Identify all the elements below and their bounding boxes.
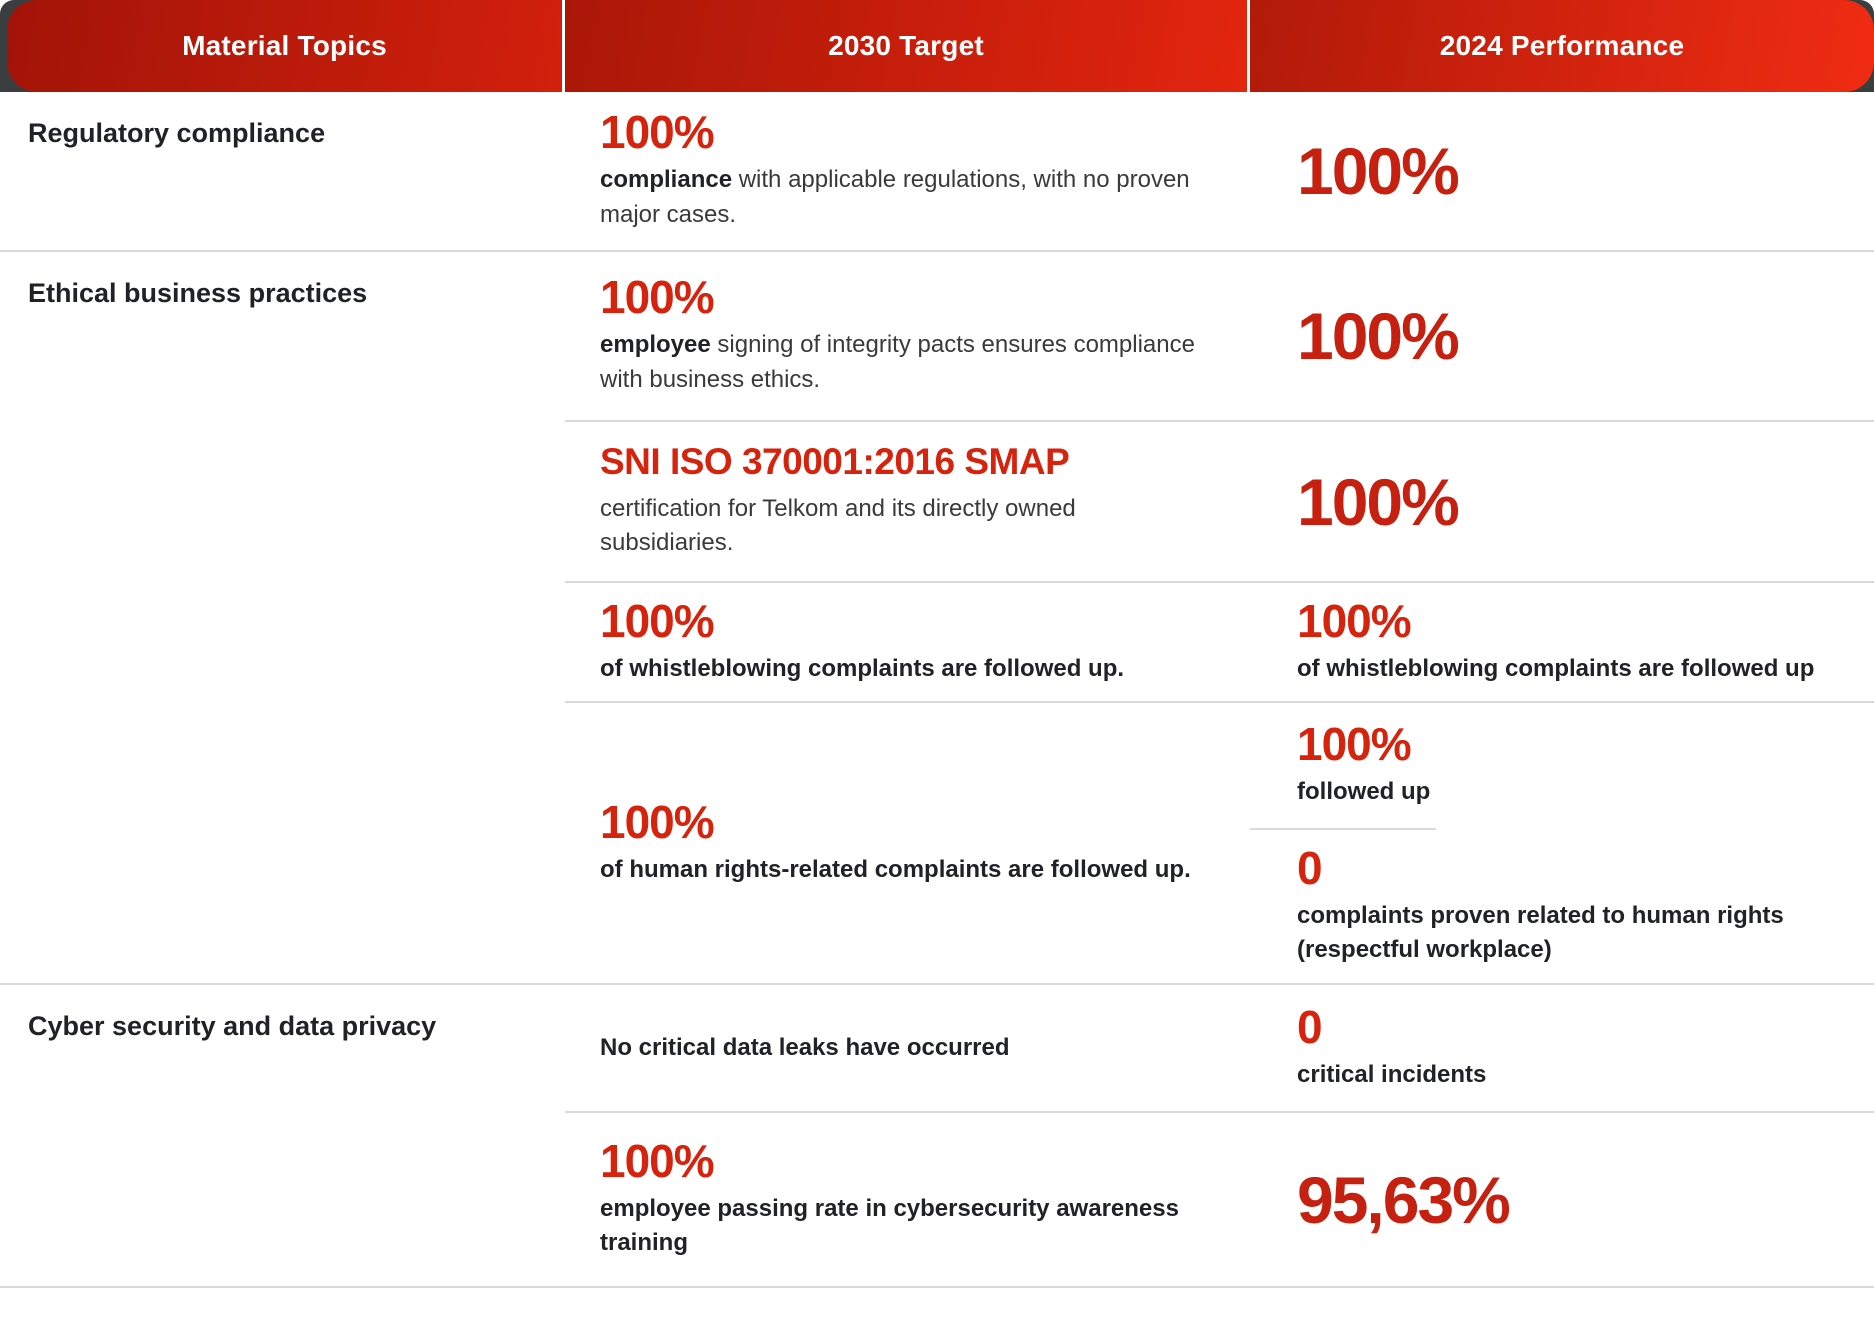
header-cell-2024-performance: 2024 Performance [1250,0,1874,92]
target-value: 100% [600,594,715,647]
performance-cybersecurity-training: 95,63% [1250,1113,1874,1288]
target-value: 100% [600,795,715,848]
performance-human-rights-followed-up: 100% followed up [1250,703,1437,830]
table-header-bar: Material Topics 2030 Target 2024 Perform… [7,0,1874,92]
header-cell-2030-target: 2030 Target [565,0,1250,92]
target-value: 100% [600,1134,715,1187]
performance-integrity-pacts: 100% [1250,252,1874,422]
performance-description: critical incidents [1297,1060,1487,1088]
target-description: employee signing of integrity pacts ensu… [600,331,1195,393]
performance-description: of whistleblowing complaints are followe… [1297,654,1815,682]
target-description: of human rights-related complaints are f… [600,855,1191,883]
target-description: employee passing rate in cybersecurity a… [600,1194,1179,1257]
target-description: of whistleblowing complaints are followe… [600,654,1125,682]
performance-human-rights: 100% followed up 0 complaints proven rel… [1250,703,1874,985]
performance-value: 100% [1297,134,1460,208]
topic-ethical-business-practices: Ethical business practices [0,252,565,985]
target-regulatory-compliance: 100% compliance with applicable regulati… [565,92,1250,252]
performance-regulatory-compliance: 100% [1250,92,1874,252]
target-integrity-pacts: 100% employee signing of integrity pacts… [565,252,1250,422]
performance-human-rights-proven-complaints: 0 complaints proven related to human rig… [1250,830,1874,983]
header-cell-material-topics: Material Topics [7,0,565,92]
target-cybersecurity-training: 100% employee passing rate in cybersecur… [565,1113,1250,1288]
performance-value: 95,63% [1297,1162,1511,1237]
performance-whistleblowing: 100% of whistleblowing complaints are fo… [1250,583,1874,703]
topic-cyber-security-data-privacy: Cyber security and data privacy [0,985,565,1288]
target-whistleblowing: 100% of whistleblowing complaints are fo… [565,583,1250,703]
table-body: Regulatory compliance Ethical business p… [0,92,1874,1288]
target-value: 100% [600,106,715,159]
performance-value: 100% [1297,299,1460,373]
performance-value: 0 [1297,1000,1323,1053]
target-data-leaks: No critical data leaks have occurred [565,985,1250,1113]
target-human-rights: 100% of human rights-related complaints … [565,703,1250,985]
topic-regulatory-compliance: Regulatory compliance [0,92,565,252]
target-value: SNI ISO 370001:2016 SMAP [600,440,1070,482]
performance-value: 100% [1297,594,1412,647]
performance-data-leaks: 0 critical incidents [1250,985,1874,1113]
performance-value: 100% [1297,718,1412,771]
target-value: 100% [600,271,715,324]
performance-value: 100% [1297,464,1460,539]
performance-description: complaints proven related to human right… [1297,901,1784,964]
performance-value: 0 [1297,841,1323,894]
performance-description: followed up [1297,778,1431,806]
target-description: certification for Telkom and its directl… [600,494,1076,557]
target-description: No critical data leaks have occurred [600,1033,1010,1061]
target-description: compliance with applicable regulations, … [600,166,1190,228]
target-sni-iso-smap: SNI ISO 370001:2016 SMAP certification f… [565,422,1250,583]
performance-sni-iso-smap: 100% [1250,422,1874,583]
table-header-strip: Material Topics 2030 Target 2024 Perform… [0,0,1874,92]
